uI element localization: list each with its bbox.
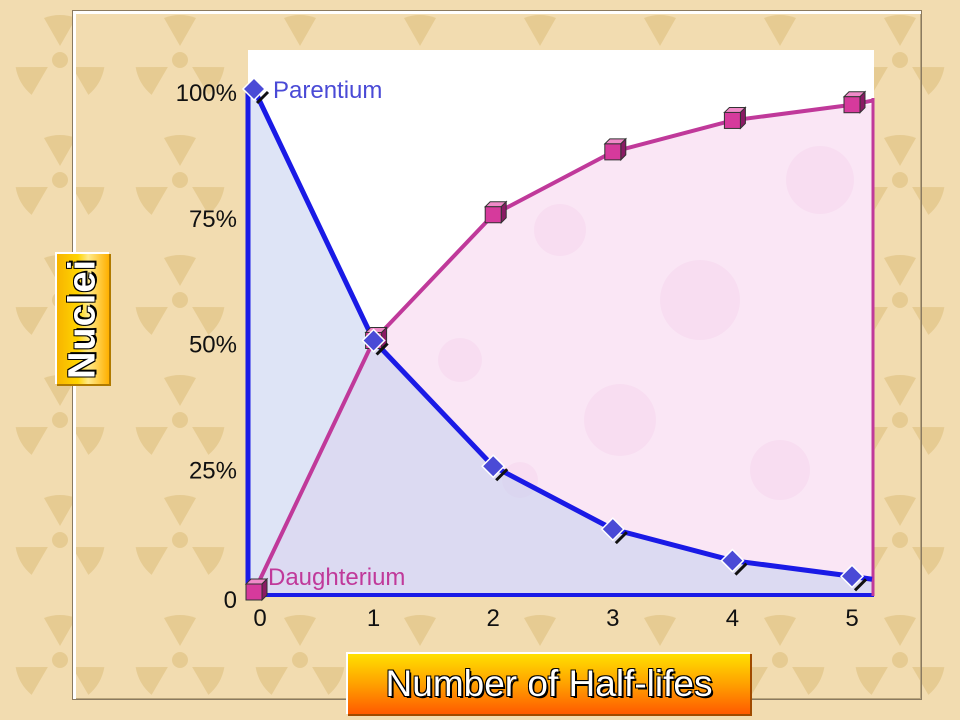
x-tick-label: 2 bbox=[487, 605, 500, 632]
y-tick-label: 0 bbox=[224, 587, 237, 614]
parentium-point bbox=[720, 548, 748, 576]
x-tick-label: 3 bbox=[606, 605, 619, 632]
daughterium-point bbox=[244, 577, 269, 602]
parentium-point bbox=[481, 454, 509, 482]
daughterium-point bbox=[483, 200, 508, 224]
y-axis-title-text: Nuclei bbox=[61, 258, 104, 380]
y-tick-label: 25% bbox=[189, 457, 237, 484]
parentium-area bbox=[248, 89, 872, 595]
x-axis-title-text: Number of Half-lifes bbox=[385, 663, 713, 704]
x-axis-title: Number of Half-lifes bbox=[346, 652, 750, 714]
x-tick-label: 4 bbox=[726, 605, 739, 632]
y-tick-label: 75% bbox=[189, 206, 237, 233]
daughterium-point bbox=[842, 90, 867, 114]
daughterium-point bbox=[603, 137, 628, 162]
x-tick-label: 0 bbox=[253, 605, 266, 632]
x-tick-label: 5 bbox=[845, 605, 858, 632]
y-tick-label: 100% bbox=[176, 80, 237, 107]
parentium-point bbox=[600, 517, 628, 545]
x-tick-label: 1 bbox=[367, 605, 380, 632]
parentium-point bbox=[361, 328, 389, 356]
parentium-point bbox=[241, 76, 270, 105]
series-label-parentium: Parentium bbox=[273, 77, 382, 104]
parentium-point bbox=[839, 564, 868, 592]
daughterium-point bbox=[723, 106, 747, 130]
y-axis-title: Nuclei bbox=[55, 252, 109, 384]
series-label-daughterium: Daughterium bbox=[268, 564, 405, 591]
y-tick-label: 50% bbox=[189, 332, 237, 359]
